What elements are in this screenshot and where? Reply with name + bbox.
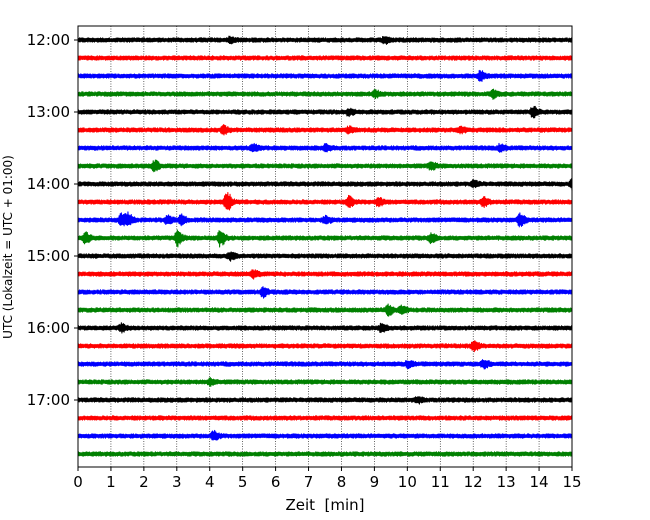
x-tick-label-11: 11 (431, 473, 450, 491)
trace-1500 (77, 251, 573, 262)
trace-1745 (77, 451, 573, 457)
plot-frame (77, 25, 573, 468)
trace-1400 (77, 178, 573, 191)
x-tick-label-1: 1 (106, 473, 116, 491)
trace-1715 (77, 415, 573, 421)
trace-1515 (77, 269, 573, 280)
x-tick-label-3: 3 (172, 473, 182, 491)
trace-1600 (77, 322, 573, 334)
trace-1615 (77, 340, 573, 353)
x-axis-label: Zeit [min] (285, 496, 364, 514)
trace-1315 (77, 124, 573, 136)
y-tick-label-17:00: 17:00 (27, 391, 70, 409)
y-tick-label-13:00: 13:00 (27, 103, 70, 121)
y-axis-ticks: 12:00 13:00 14:00 15:00 16:00 17:00 (27, 31, 78, 409)
trace-1700 (77, 396, 573, 405)
y-tick-label-15:00: 15:00 (27, 247, 70, 265)
x-tick-label-5: 5 (238, 473, 248, 491)
x-axis-ticks: 0 1 2 3 4 5 6 7 8 9 10 11 12 13 14 15 (73, 467, 582, 491)
vertical-gridlines (110, 26, 540, 467)
y-tick-label-16:00: 16:00 (27, 319, 70, 337)
x-tick-label-10: 10 (398, 473, 417, 491)
x-tick-label-6: 6 (271, 473, 281, 491)
x-tick-label-14: 14 (530, 473, 549, 491)
seismogram-traces (77, 35, 573, 457)
x-tick-label-7: 7 (304, 473, 314, 491)
x-tick-label-8: 8 (337, 473, 347, 491)
x-tick-label-13: 13 (497, 473, 516, 491)
trace-1345 (77, 159, 573, 173)
trace-1300 (77, 105, 573, 119)
trace-1630 (77, 359, 573, 370)
trace-1330 (77, 142, 573, 153)
x-tick-label-4: 4 (205, 473, 215, 491)
trace-1730 (77, 429, 573, 441)
trace-1415 (77, 191, 573, 211)
trace-1430 (77, 211, 573, 228)
trace-1445 (77, 229, 573, 248)
trace-1215 (77, 55, 573, 61)
y-tick-label-12:00: 12:00 (27, 31, 70, 49)
trace-1245 (77, 88, 573, 100)
trace-1200 (77, 35, 573, 45)
trace-1530 (77, 286, 573, 299)
trace-1645 (77, 377, 573, 387)
x-tick-label-9: 9 (370, 473, 380, 491)
x-tick-label-0: 0 (73, 473, 83, 491)
trace-1230 (77, 69, 573, 82)
x-tick-label-2: 2 (139, 473, 149, 491)
y-axis-label: UTC (Lokalzeit = UTC + 01:00) (1, 155, 15, 339)
trace-1545 (77, 303, 573, 317)
x-tick-label-15: 15 (562, 473, 581, 491)
y-tick-label-14:00: 14:00 (27, 175, 70, 193)
x-tick-label-12: 12 (464, 473, 483, 491)
